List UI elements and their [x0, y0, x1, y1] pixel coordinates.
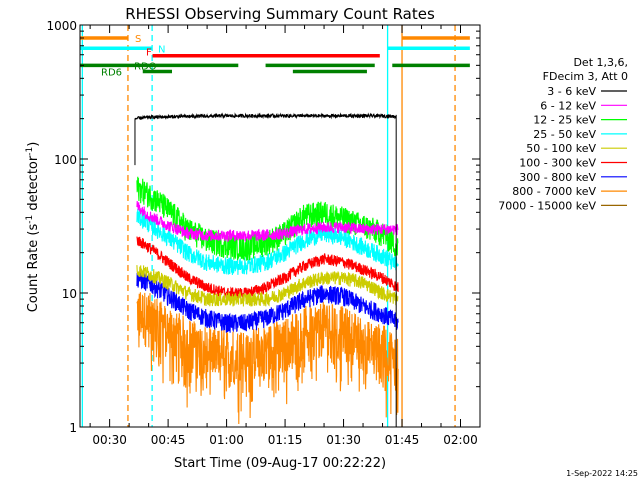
- plot-frame: [79, 24, 481, 428]
- series-line-7: [136, 292, 399, 425]
- series-line-1: [136, 200, 399, 242]
- series-line-4: [136, 265, 399, 307]
- series-line-5: [136, 236, 399, 300]
- y-tick-label-1: 10: [62, 287, 77, 301]
- legend-header-1: Det 1,3,6,: [573, 56, 628, 69]
- x-axis: 00:30 00:45 01:00 01:15 01:30 01:45 02:00: [89, 25, 481, 447]
- y-axis: 1 10 100 1000: [46, 19, 480, 435]
- x-tick-label-6: 02:00: [443, 433, 478, 447]
- y-tick-label-0: 1: [69, 421, 77, 435]
- series-line-6: [136, 270, 399, 333]
- y-tick-label-2: 100: [54, 153, 77, 167]
- y-axis-label-mid: detector: [26, 155, 41, 215]
- series-line-3: [136, 208, 399, 276]
- legend-label-1: 6 - 12 keV: [540, 99, 596, 112]
- status-bar-label-3: RDO: [134, 61, 157, 72]
- x-tick-label-2: 01:00: [209, 433, 244, 447]
- x-tick-label-1: 00:45: [151, 433, 186, 447]
- chart-title: RHESSI Observing Summary Count Rates: [125, 5, 435, 23]
- status-bars: S NF RDO RD6: [80, 34, 470, 78]
- legend-label-2: 12 - 25 keV: [533, 114, 596, 127]
- status-bar-label-4: RD6: [101, 67, 122, 78]
- y-axis-label: Count Rate (s-1 detector-1): [25, 142, 41, 313]
- legend-label-0: 3 - 6 keV: [547, 85, 596, 98]
- x-tick-label-5: 01:45: [385, 433, 420, 447]
- legend-label-7: 800 - 7000 keV: [512, 185, 596, 198]
- series-layer: [134, 112, 399, 427]
- x-tick-label-0: 00:30: [92, 433, 127, 447]
- legend-label-4: 50 - 100 keV: [526, 142, 596, 155]
- y-axis-label-sup1: -1: [25, 215, 35, 224]
- x-tick-label-4: 01:30: [326, 433, 361, 447]
- status-bar-label-0: S: [135, 34, 141, 45]
- x-tick-label-3: 01:15: [268, 433, 303, 447]
- y-axis-label-end: ): [26, 142, 41, 147]
- legend-label-3: 25 - 50 keV: [533, 128, 596, 141]
- legend-header-2: FDecim 3, Att 0: [543, 70, 628, 83]
- legend-label-5: 100 - 300 keV: [519, 157, 596, 170]
- timestamp: 1-Sep-2022 14:25: [566, 469, 638, 478]
- status-bar-label-1: N: [158, 44, 165, 55]
- series-line-0: [134, 112, 397, 427]
- legend-label-8: 7000 - 15000 keV: [498, 199, 596, 212]
- status-bar-label-2: F: [146, 48, 152, 59]
- y-axis-label-main: Count Rate (s: [26, 224, 41, 313]
- x-axis-label: Start Time (09-Aug-17 00:22:22): [174, 456, 386, 471]
- y-axis-label-sup2: -1: [25, 147, 35, 156]
- legend-label-6: 300 - 800 keV: [519, 171, 596, 184]
- y-tick-label-3: 1000: [46, 19, 77, 33]
